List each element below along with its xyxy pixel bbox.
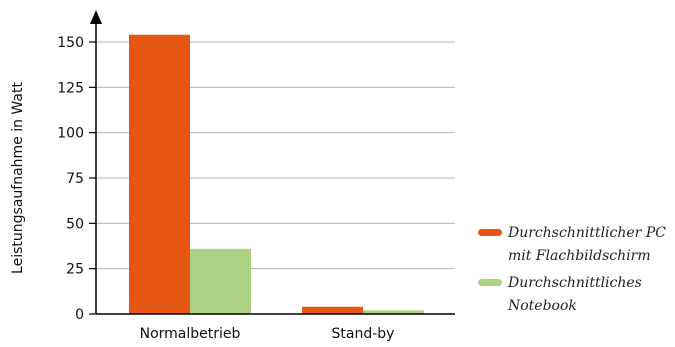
y-tick-labels: 0 25 50 75 100 125 150 [57,35,96,323]
category-label: Normalbetrieb [140,326,241,342]
y-tick-label: 150 [57,35,84,51]
bar-1-0 [302,306,363,314]
category-label: Stand-by [332,326,395,342]
bar-1-1 [363,310,424,314]
legend-label-notebook: Durchschnittliches Notebook [508,275,642,314]
legend-item-pc: Durchschnittlicher PC mit Flachbildschir… [478,222,673,268]
y-tick-label: 0 [75,307,84,323]
bars [129,34,424,314]
bar-0-0 [129,34,190,314]
y-tick-label: 25 [66,262,84,278]
bar-0-1 [190,248,251,314]
legend: Durchschnittlicher PC mit Flachbildschir… [478,222,673,322]
y-tick-label: 75 [66,171,84,187]
legend-swatch-notebook [478,279,502,286]
legend-label-pc: Durchschnittlicher PC mit Flachbildschir… [508,225,666,264]
y-tick-label: 100 [57,126,84,142]
category-labels: Normalbetrieb Stand-by [140,326,395,342]
y-tick-label: 50 [66,216,84,232]
y-tick-label: 125 [57,80,84,96]
y-axis-title: Leistungsaufnahme in Watt [10,82,26,274]
legend-swatch-pc [478,229,502,236]
y-axis-arrow-icon [90,10,102,24]
legend-item-notebook: Durchschnittliches Notebook [478,272,673,318]
